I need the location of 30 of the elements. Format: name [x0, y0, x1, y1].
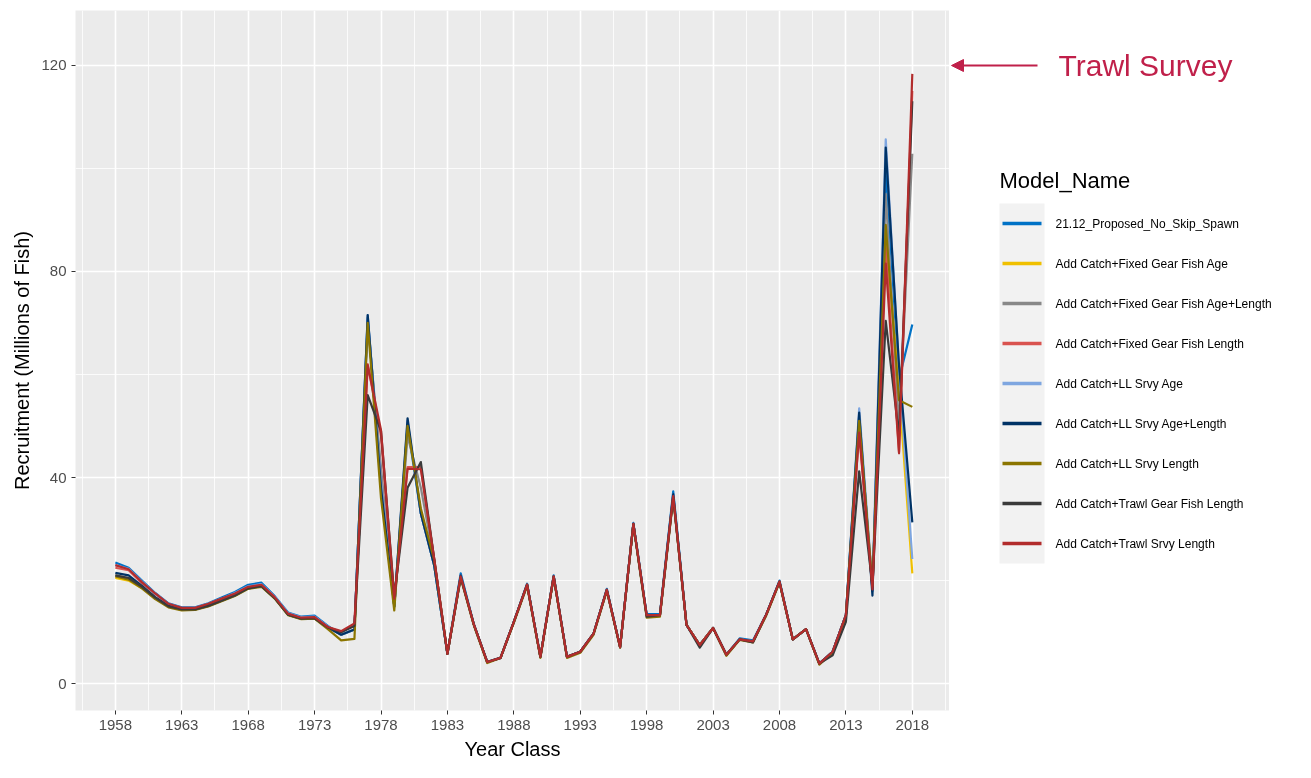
x-axis-title: Year Class	[464, 737, 561, 760]
x-tick-label: 1958	[98, 715, 133, 733]
x-tick-label: 1968	[231, 715, 265, 733]
legend-label: Add Catch+LL Srvy Length	[1055, 456, 1199, 471]
x-tick-label: 1998	[629, 715, 664, 733]
text: Trawl Survey	[1058, 49, 1233, 82]
x-tick-label: 2008	[762, 715, 797, 733]
legend-label: Add Catch+LL Srvy Age	[1055, 376, 1184, 391]
y-tick-label: 40	[49, 468, 67, 486]
x-tick-label: 2013	[829, 715, 863, 733]
x-tick-label: 1978	[364, 715, 398, 733]
y-tick-label: 0	[58, 674, 67, 692]
y-axis-title: Recruitment (Millions of Fish)	[11, 231, 34, 490]
legend-label: Add Catch+Trawl Srvy Length	[1055, 536, 1215, 551]
legend-label: Add Catch+Trawl Gear Fish Length	[1055, 496, 1244, 511]
x-tick-label: 1988	[497, 715, 531, 733]
x-tick-label: 1973	[297, 715, 332, 733]
y-tick-label: 120	[41, 56, 67, 74]
x-tick-label: 2018	[895, 715, 929, 733]
legend-label: Add Catch+LL Srvy Age+Length	[1055, 416, 1227, 431]
legend-label: Add Catch+Fixed Gear Fish Age+Length	[1055, 296, 1272, 311]
legend-title: Model_Name	[999, 168, 1131, 193]
legend-label: Add Catch+Fixed Gear Fish Age	[1055, 256, 1229, 271]
legend-label: Add Catch+Fixed Gear Fish Length	[1055, 336, 1244, 351]
legend-label: 21.12_Proposed_No_Skip_Spawn	[1055, 216, 1239, 231]
x-tick-label: 1963	[165, 715, 199, 733]
x-tick-label: 2003	[696, 715, 730, 733]
y-tick-label: 80	[49, 262, 67, 280]
x-tick-label: 1983	[430, 715, 465, 733]
x-tick-label: 1993	[563, 715, 597, 733]
